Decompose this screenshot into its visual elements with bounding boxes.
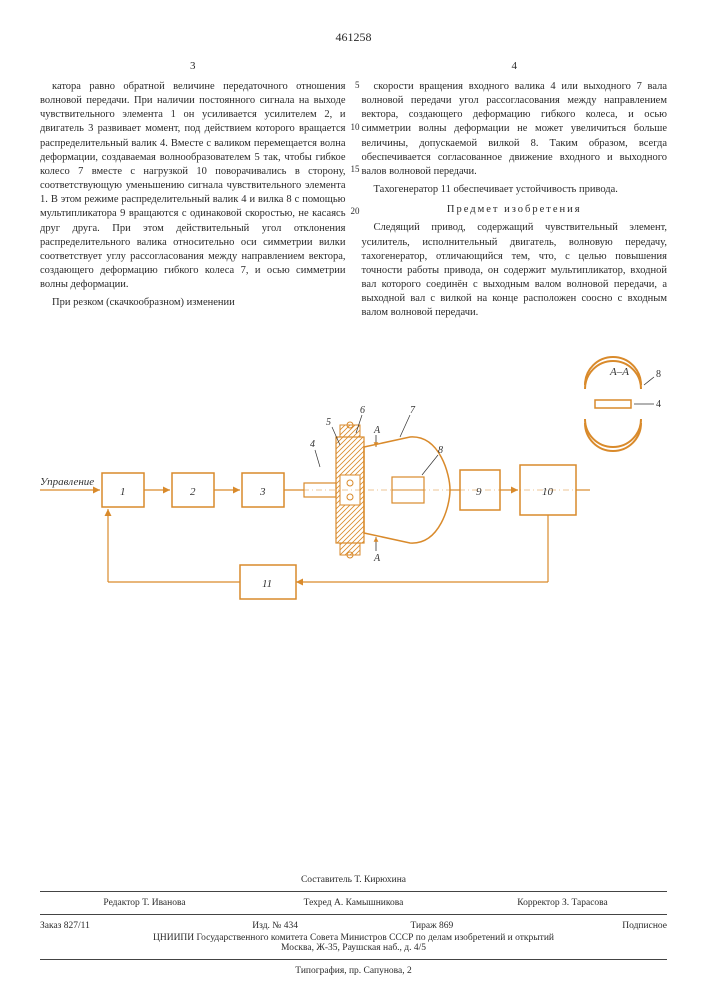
svg-text:А: А bbox=[373, 553, 381, 564]
compiler: Составитель Т. Кирюхина bbox=[40, 875, 667, 885]
left-paragraph-2: При резком (скачкообразном) изменении bbox=[40, 296, 346, 310]
claim-paragraph: Следящий привод, содержащий чувствительн… bbox=[362, 221, 668, 320]
svg-text:8: 8 bbox=[656, 369, 661, 380]
block-1-label: 1 bbox=[120, 486, 126, 498]
block-11-label: 11 bbox=[262, 578, 272, 590]
svg-text:8: 8 bbox=[438, 445, 443, 456]
right-col-number: 4 bbox=[362, 59, 668, 74]
left-col-number: 3 bbox=[40, 59, 346, 74]
page: 461258 3 катора равно обратной величине … bbox=[0, 0, 707, 1000]
left-paragraph-1: катора равно обратной величине передаточ… bbox=[40, 80, 346, 293]
editor: Редактор Т. Иванова bbox=[40, 898, 249, 908]
tirazh: Тираж 869 bbox=[354, 921, 511, 931]
corrector: Корректор З. Тарасова bbox=[458, 898, 667, 908]
svg-text:4: 4 bbox=[656, 399, 661, 410]
right-paragraph-2: Тахогенератор 11 обеспечивает устойчивос… bbox=[362, 183, 668, 197]
patent-number: 461258 bbox=[40, 30, 667, 45]
line-marker: 5 bbox=[350, 79, 360, 121]
subject-title: Предмет изобретения bbox=[362, 203, 668, 217]
svg-text:4: 4 bbox=[310, 439, 315, 450]
typography: Типография, пр. Сапунова, 2 bbox=[40, 966, 667, 976]
right-paragraph-1: скорости вращения входного валика 4 или … bbox=[362, 80, 668, 179]
section-label: А–А bbox=[609, 366, 629, 378]
right-column: 5 10 15 20 4 скорости вращения входного … bbox=[362, 59, 668, 325]
line-marker: 20 bbox=[350, 205, 360, 247]
svg-text:5: 5 bbox=[326, 417, 331, 428]
line-marker: 15 bbox=[350, 163, 360, 205]
block-3-label: 3 bbox=[259, 486, 266, 498]
organization: ЦНИИПИ Государственного комитета Совета … bbox=[40, 933, 667, 943]
svg-text:6: 6 bbox=[360, 405, 365, 416]
podpisnoe: Подписное bbox=[510, 921, 667, 931]
izd-number: Изд. № 434 bbox=[197, 921, 354, 931]
tech-editor: Техред А. Камышникова bbox=[249, 898, 458, 908]
order-number: Заказ 827/11 bbox=[40, 921, 197, 931]
text-columns: 3 катора равно обратной величине передат… bbox=[40, 59, 667, 325]
line-number-markers: 5 10 15 20 bbox=[350, 79, 360, 247]
footer: Составитель Т. Кирюхина Редактор Т. Иван… bbox=[40, 875, 667, 976]
left-column: 3 катора равно обратной величине передат… bbox=[40, 59, 346, 325]
input-label: Управление bbox=[40, 476, 94, 488]
line-marker: 10 bbox=[350, 121, 360, 163]
main-diagram: А–А 8 4 Управление 1 2 bbox=[40, 355, 667, 615]
svg-text:А: А bbox=[373, 425, 381, 436]
block-9-label: 9 bbox=[476, 486, 482, 498]
block-2-label: 2 bbox=[190, 486, 196, 498]
address: Москва, Ж-35, Раушская наб., д. 4/5 bbox=[40, 943, 667, 953]
block-10-label: 10 bbox=[542, 486, 554, 498]
svg-text:7: 7 bbox=[410, 405, 416, 416]
diagram-svg: А–А 8 4 Управление 1 2 bbox=[40, 355, 667, 615]
